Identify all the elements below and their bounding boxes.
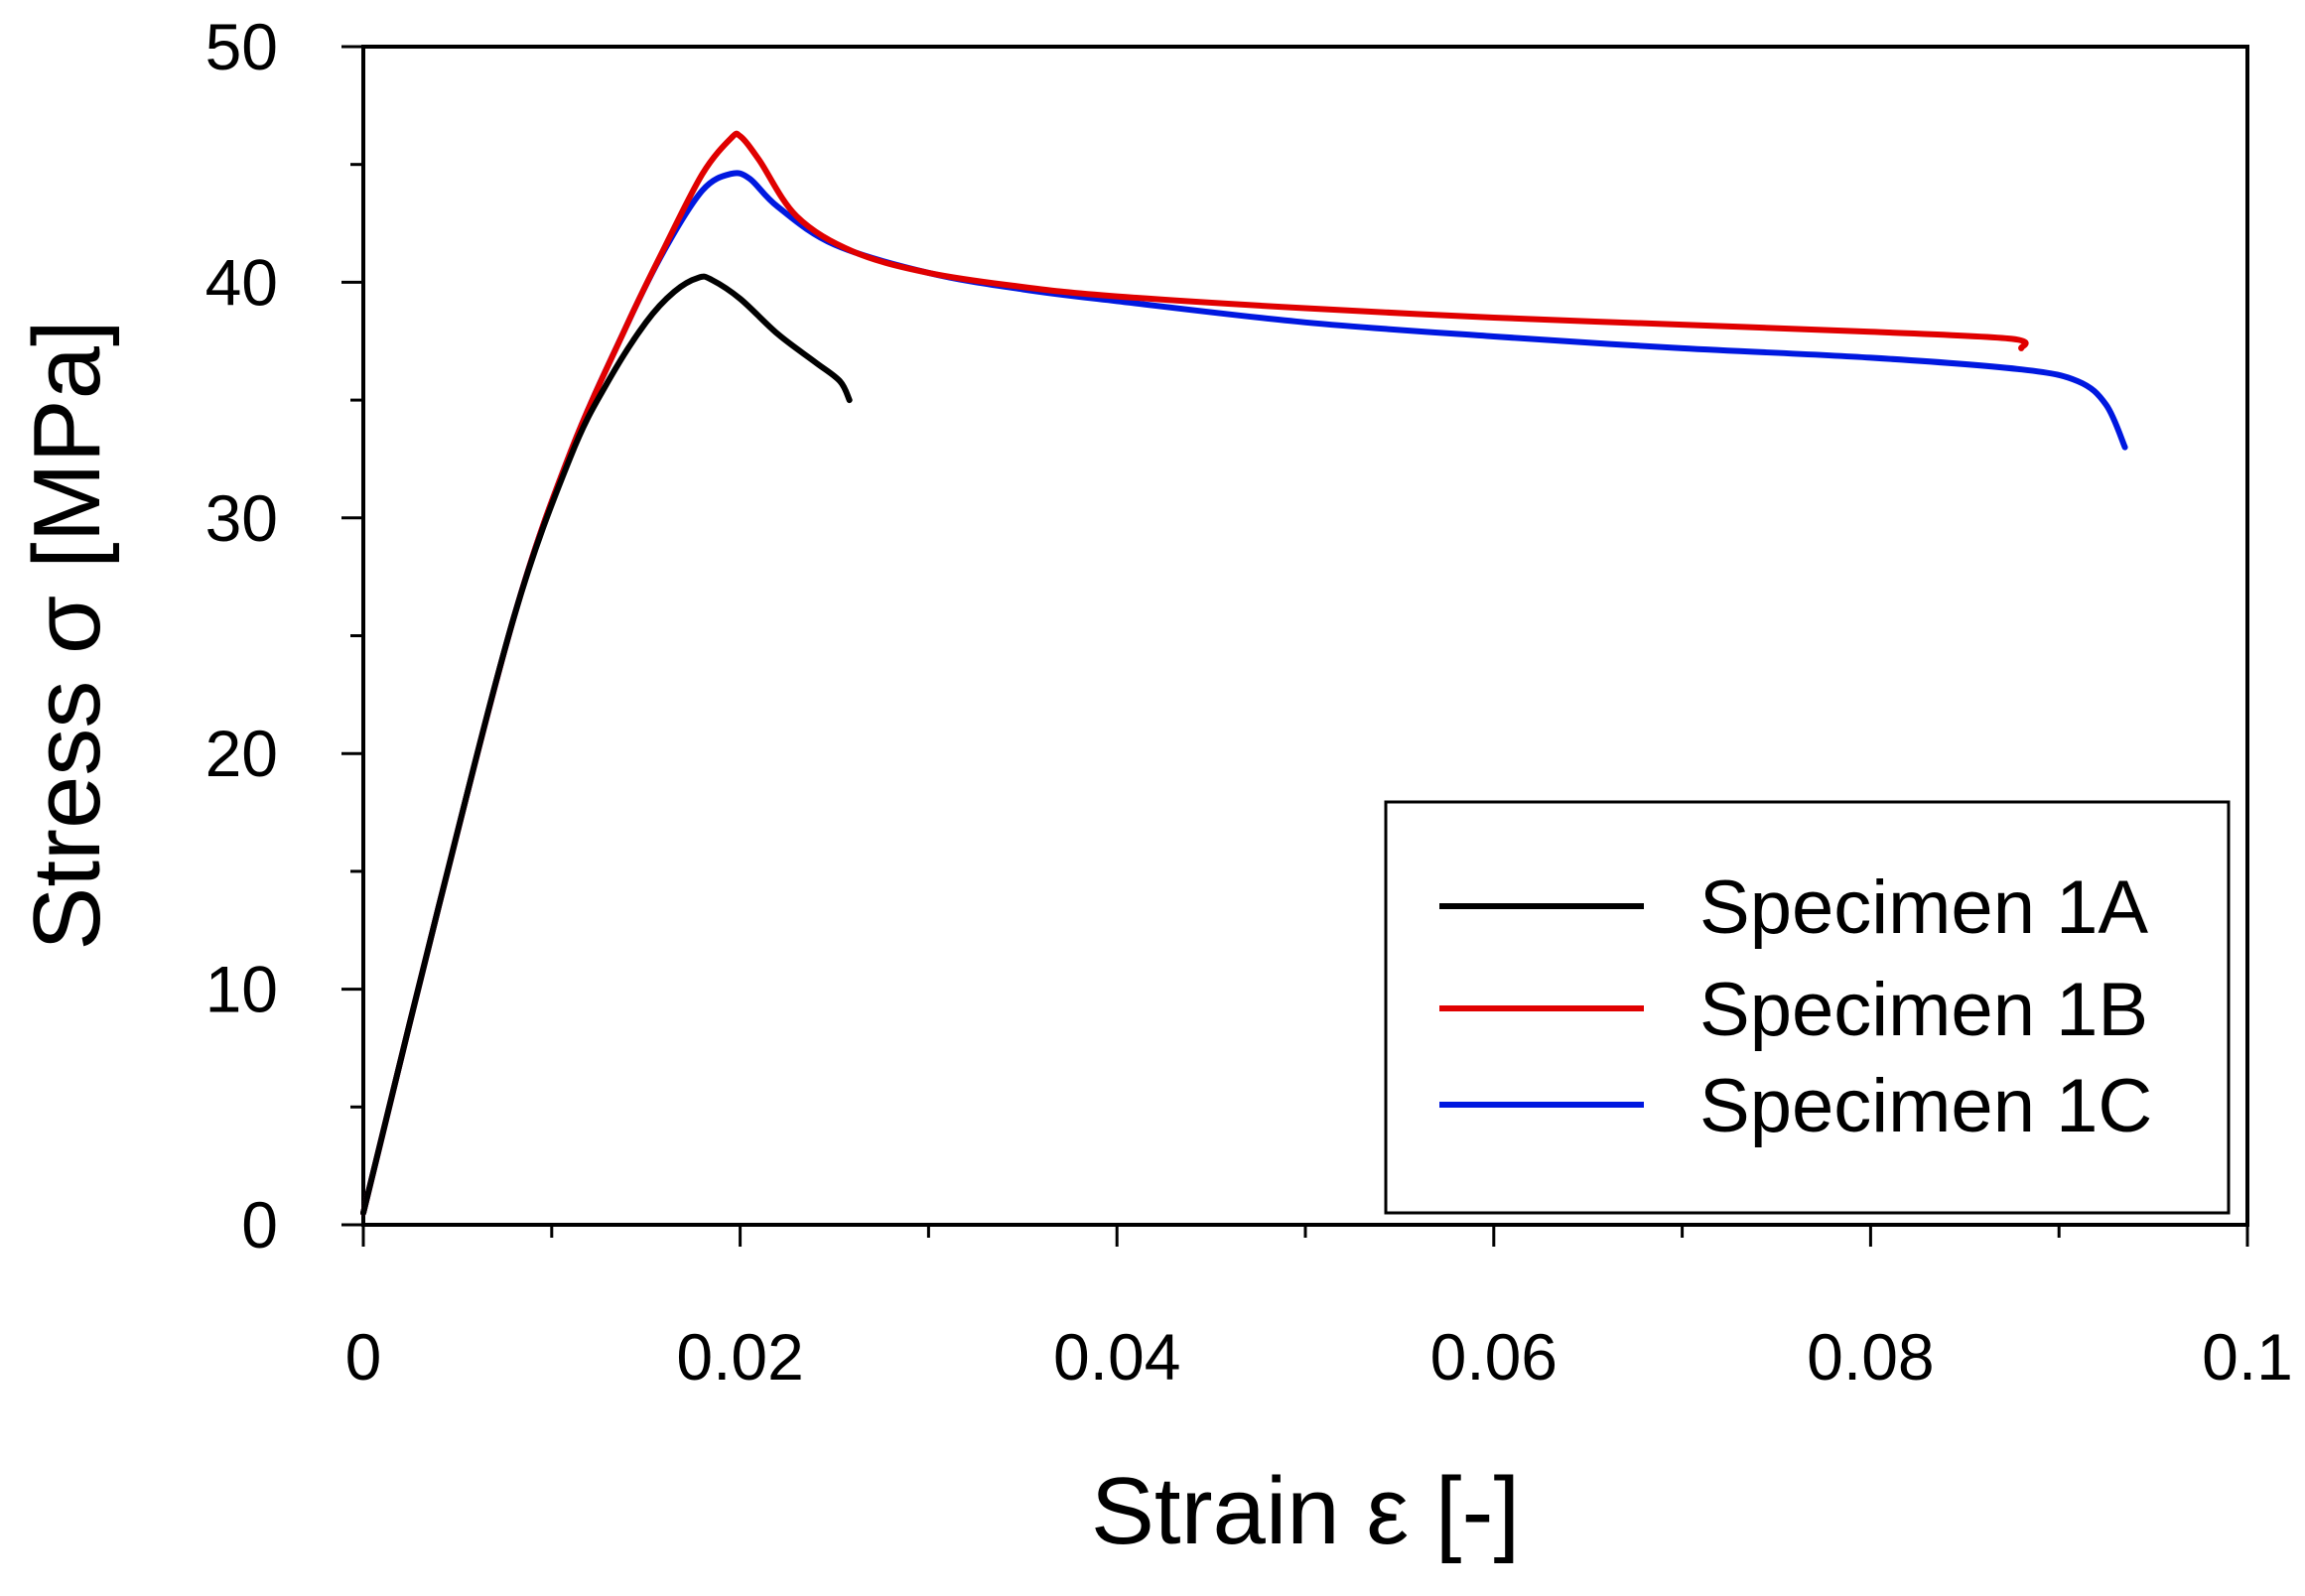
y-tick-label: 30 xyxy=(205,481,278,555)
x-tick-label: 0.02 xyxy=(676,1320,803,1394)
y-axis-title: Stress σ [MPa] xyxy=(14,320,120,950)
y-tick-label: 40 xyxy=(205,245,278,319)
axis-ticks xyxy=(341,45,2249,1247)
series-line-specimen-1a xyxy=(360,273,853,1217)
data-series xyxy=(360,130,2128,1217)
x-tick-label: 0.1 xyxy=(2202,1320,2293,1394)
legend-label-specimen-1a: Specimen 1A xyxy=(1699,865,2148,950)
legend: Specimen 1A Specimen 1B Specimen 1C xyxy=(1384,800,2231,1215)
legend-label-specimen-1b: Specimen 1B xyxy=(1699,968,2148,1052)
x-tick-label: 0.08 xyxy=(1807,1320,1934,1394)
x-tick-label: 0.04 xyxy=(1053,1320,1180,1394)
x-tick-label: 0 xyxy=(345,1320,382,1394)
y-tick-label: 20 xyxy=(205,717,278,790)
y-tick-label: 10 xyxy=(205,953,278,1026)
y-tick-label: 0 xyxy=(241,1188,278,1262)
legend-label-specimen-1c: Specimen 1C xyxy=(1699,1064,2152,1148)
y-tick-label: 50 xyxy=(205,10,278,83)
axis-tick-labels: 0 0.02 0.04 0.06 0.08 0.1 0 10 20 30 40 50 xyxy=(205,10,2293,1394)
x-axis-title: Strain ε [-] xyxy=(1091,1458,1520,1564)
x-tick-label: 0.06 xyxy=(1430,1320,1558,1394)
